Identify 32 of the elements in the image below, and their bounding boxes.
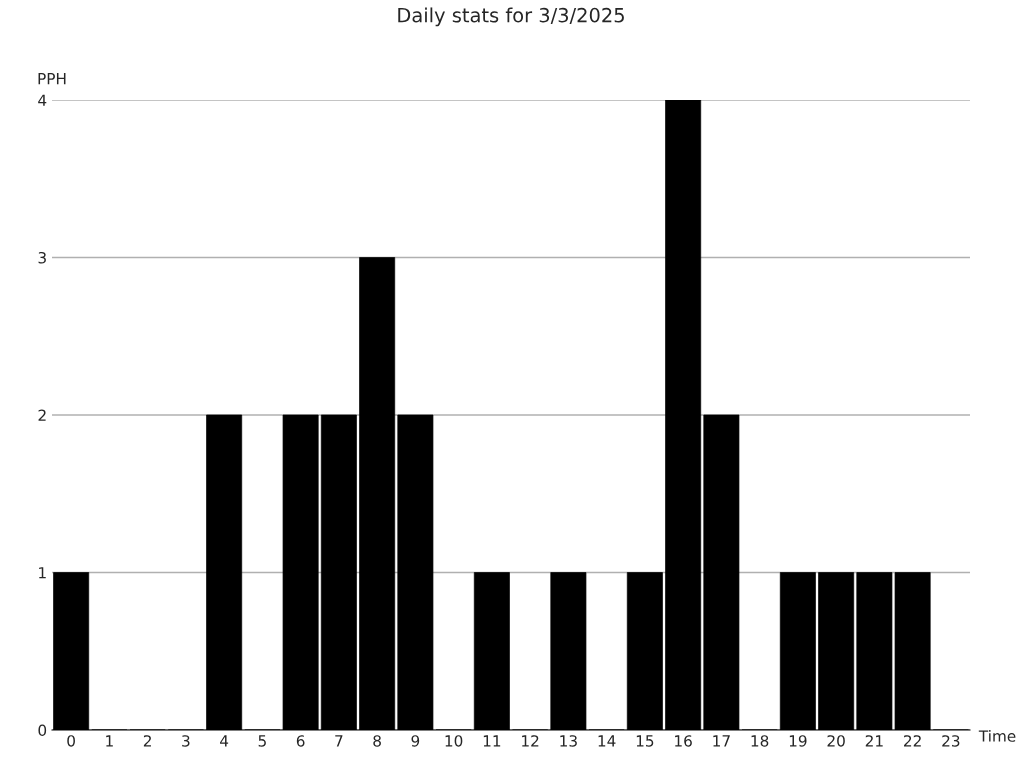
- x-tick-label: 9: [411, 735, 420, 747]
- x-tick-label: 20: [827, 735, 845, 747]
- x-tick-label: 16: [675, 735, 692, 747]
- x-tick-label: 15: [636, 735, 654, 747]
- x-tick-label: 7: [335, 735, 343, 747]
- x-tick-label: 11: [483, 735, 501, 747]
- x-tick-label: 3: [182, 735, 190, 747]
- y-tick-label: 4: [38, 94, 47, 106]
- x-tick-label: 23: [942, 735, 960, 747]
- x-tick-label: 2: [143, 735, 151, 747]
- y-tick-label: 3: [38, 251, 46, 264]
- y-tick-label: 0: [38, 724, 47, 737]
- x-axis-title: Time: [978, 730, 1016, 742]
- x-tick-label: 14: [598, 735, 616, 747]
- x-tick-label: 21: [865, 735, 883, 747]
- x-tick-label: 6: [296, 735, 305, 747]
- x-tick-label: 22: [904, 735, 921, 747]
- x-tick-label: 1: [106, 735, 113, 747]
- y-axis-title: PPH: [38, 73, 66, 85]
- x-tick-label: 17: [713, 735, 730, 747]
- x-tick-label: 8: [373, 735, 381, 747]
- x-tick-label: 13: [560, 735, 577, 747]
- x-tick-label: 0: [67, 735, 75, 747]
- chart-title: Daily stats for 3/3/2025: [398, 7, 624, 27]
- x-tick-label: 19: [789, 735, 807, 747]
- x-tick-label: 12: [522, 735, 539, 747]
- x-tick-label: 5: [258, 735, 266, 747]
- y-tick-label: 1: [39, 567, 46, 579]
- x-tick-label: 10: [445, 735, 463, 747]
- x-tick-label: 18: [751, 735, 769, 747]
- y-tick-label: 2: [38, 409, 46, 421]
- x-tick-label: 4: [220, 735, 229, 747]
